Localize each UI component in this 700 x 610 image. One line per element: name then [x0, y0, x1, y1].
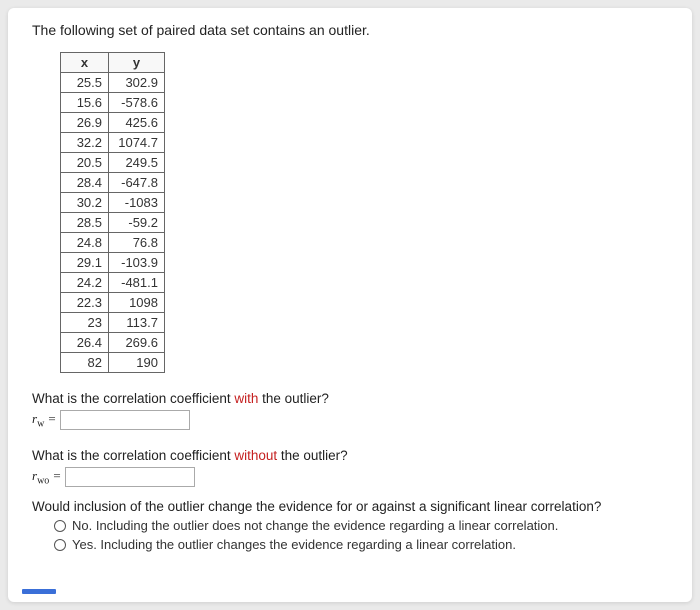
table-row: 24.2-481.1	[61, 273, 165, 293]
cell-y: -578.6	[109, 93, 165, 113]
radio-icon	[54, 539, 66, 551]
table-row: 28.5-59.2	[61, 213, 165, 233]
q1-input[interactable]	[60, 410, 190, 430]
q3-option-0-label: No. Including the outlier does not chang…	[72, 518, 558, 533]
q2-post: the outlier?	[277, 448, 348, 463]
col-header-x: x	[61, 53, 109, 73]
cell-y: -103.9	[109, 253, 165, 273]
cell-x: 26.9	[61, 113, 109, 133]
table-row: 20.5249.5	[61, 153, 165, 173]
table-header-row: x y	[61, 53, 165, 73]
table-row: 29.1-103.9	[61, 253, 165, 273]
q2-emph: without	[234, 448, 277, 463]
table-row: 30.2-1083	[61, 193, 165, 213]
cell-x: 23	[61, 313, 109, 333]
q1-emph: with	[234, 391, 258, 406]
q1-label: rw =	[32, 411, 56, 430]
q1-text: What is the correlation coefficient with…	[32, 391, 668, 406]
cell-y: 190	[109, 353, 165, 373]
cell-x: 24.2	[61, 273, 109, 293]
q2-input[interactable]	[65, 467, 195, 487]
cell-y: -481.1	[109, 273, 165, 293]
cell-x: 29.1	[61, 253, 109, 273]
radio-icon	[54, 520, 66, 532]
cell-y: 1074.7	[109, 133, 165, 153]
q3-option-1[interactable]: Yes. Including the outlier changes the e…	[54, 537, 668, 552]
q2-input-row: rwo =	[32, 467, 668, 487]
q2-pre: What is the correlation coefficient	[32, 448, 234, 463]
cell-x: 28.5	[61, 213, 109, 233]
table-row: 15.6-578.6	[61, 93, 165, 113]
cell-y: -1083	[109, 193, 165, 213]
cell-x: 22.3	[61, 293, 109, 313]
cell-y: 76.8	[109, 233, 165, 253]
cell-y: -647.8	[109, 173, 165, 193]
cell-x: 30.2	[61, 193, 109, 213]
cell-x: 32.2	[61, 133, 109, 153]
q1-pre: What is the correlation coefficient	[32, 391, 234, 406]
table-row: 23113.7	[61, 313, 165, 333]
cell-y: -59.2	[109, 213, 165, 233]
q1-post: the outlier?	[258, 391, 329, 406]
q2-label: rwo =	[32, 468, 61, 487]
col-header-y: y	[109, 53, 165, 73]
q3-option-0[interactable]: No. Including the outlier does not chang…	[54, 518, 668, 533]
q3-block: Would inclusion of the outlier change th…	[32, 499, 668, 552]
cell-y: 113.7	[109, 313, 165, 333]
data-table: x y 25.5302.915.6-578.626.9425.632.21074…	[60, 52, 165, 373]
q2-block: What is the correlation coefficient with…	[32, 448, 668, 487]
table-row: 26.4269.6	[61, 333, 165, 353]
progress-bar	[22, 589, 56, 594]
q1-block: What is the correlation coefficient with…	[32, 391, 668, 430]
cell-y: 249.5	[109, 153, 165, 173]
cell-x: 15.6	[61, 93, 109, 113]
table-row: 26.9425.6	[61, 113, 165, 133]
cell-x: 24.8	[61, 233, 109, 253]
q1-input-row: rw =	[32, 410, 668, 430]
cell-y: 302.9	[109, 73, 165, 93]
cell-x: 20.5	[61, 153, 109, 173]
table-row: 32.21074.7	[61, 133, 165, 153]
q3-text: Would inclusion of the outlier change th…	[32, 499, 668, 514]
cell-x: 28.4	[61, 173, 109, 193]
cell-x: 82	[61, 353, 109, 373]
cell-x: 25.5	[61, 73, 109, 93]
cell-y: 425.6	[109, 113, 165, 133]
q3-option-1-label: Yes. Including the outlier changes the e…	[72, 537, 516, 552]
question-card: The following set of paired data set con…	[8, 8, 692, 602]
table-row: 28.4-647.8	[61, 173, 165, 193]
table-row: 25.5302.9	[61, 73, 165, 93]
cell-y: 1098	[109, 293, 165, 313]
prompt-text: The following set of paired data set con…	[32, 22, 668, 38]
q2-text: What is the correlation coefficient with…	[32, 448, 668, 463]
cell-x: 26.4	[61, 333, 109, 353]
table-row: 24.876.8	[61, 233, 165, 253]
table-row: 22.31098	[61, 293, 165, 313]
cell-y: 269.6	[109, 333, 165, 353]
table-row: 82190	[61, 353, 165, 373]
